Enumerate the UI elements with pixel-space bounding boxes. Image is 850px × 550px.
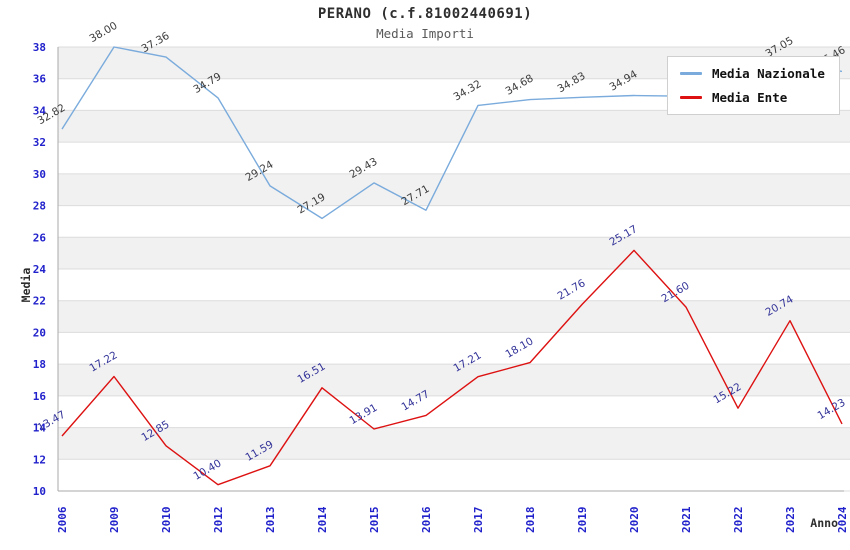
plot-band — [58, 110, 850, 143]
x-tick-label: 2013 — [264, 507, 277, 534]
legend-item-media-nazionale: Media Nazionale — [680, 66, 825, 81]
data-point-label: 13.91 — [347, 402, 379, 427]
x-tick-label: 2017 — [472, 507, 485, 534]
y-tick-label: 34 — [33, 104, 47, 117]
media-ente-line-swatch — [680, 96, 702, 99]
legend-label: Media Ente — [712, 90, 788, 105]
data-point-label: 34.32 — [451, 78, 483, 103]
x-tick-label: 2015 — [368, 507, 381, 534]
plot-band — [58, 427, 850, 460]
plot-band — [58, 237, 850, 269]
legend-item-media-ente: Media Ente — [680, 90, 825, 105]
legend-label: Media Nazionale — [712, 66, 825, 81]
y-tick-label: 36 — [33, 73, 47, 86]
plot-band — [58, 173, 850, 206]
x-tick-label: 2006 — [56, 506, 69, 533]
x-tick-label: 2024 — [836, 506, 849, 533]
legend: Media Nazionale Media Ente — [667, 56, 840, 115]
data-point-label: 14.23 — [815, 397, 847, 422]
data-point-label: 21.76 — [555, 277, 587, 303]
x-tick-label: 2009 — [108, 507, 121, 534]
x-tick-label: 2021 — [680, 506, 693, 533]
y-axis-title: Media — [19, 268, 33, 303]
y-tick-label: 22 — [33, 295, 46, 308]
x-tick-label: 2020 — [628, 507, 641, 534]
y-tick-label: 28 — [33, 200, 46, 213]
chart-subtitle: Media Importi — [376, 26, 474, 41]
x-tick-label: 2010 — [160, 507, 173, 534]
y-tick-label: 10 — [33, 485, 46, 498]
y-tick-label: 26 — [33, 231, 47, 244]
y-tick-label: 18 — [33, 358, 46, 371]
x-tick-label: 2012 — [212, 507, 225, 534]
data-point-label: 38.00 — [87, 20, 119, 45]
x-tick-label: 2018 — [524, 507, 537, 534]
x-tick-label: 2019 — [576, 507, 589, 534]
plot-band — [58, 300, 850, 333]
y-tick-label: 32 — [33, 136, 46, 149]
data-point-label: 10.40 — [191, 457, 223, 482]
media-ente-line — [61, 249, 843, 486]
x-tick-label: 2016 — [420, 506, 433, 533]
x-tick-label: 2022 — [732, 507, 745, 534]
data-point-label: 18.10 — [503, 335, 535, 360]
x-tick-label: 2014 — [316, 506, 329, 533]
y-tick-label: 14 — [33, 422, 47, 435]
media-nazionale-line-swatch — [680, 72, 702, 75]
y-tick-label: 20 — [33, 326, 46, 339]
y-tick-label: 24 — [33, 263, 47, 276]
x-tick-label: 2023 — [784, 507, 797, 534]
y-tick-label: 12 — [33, 453, 46, 466]
chart-title: PERANO (c.f.81002440691) — [317, 6, 533, 22]
y-tick-label: 38 — [33, 41, 46, 54]
x-axis-title: Anno — [810, 516, 838, 530]
y-tick-label: 30 — [33, 168, 46, 181]
y-tick-label: 16 — [33, 390, 47, 403]
